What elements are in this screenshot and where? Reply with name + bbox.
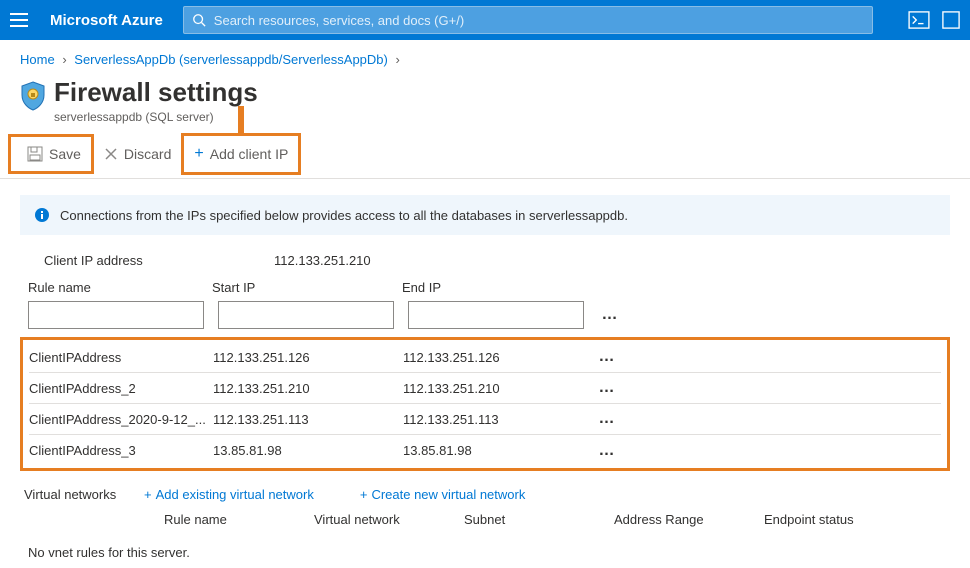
page-header: Firewall settings serverlessappdb (SQL s… [0,73,970,130]
cell-start-ip: 13.85.81.98 [213,443,403,458]
create-new-vnet-label: Create new virtual network [371,487,525,502]
table-row: ClientIPAddress_2112.133.251.210112.133.… [29,373,941,404]
client-ip-value: 112.133.251.210 [274,253,371,268]
vcol-range: Address Range [614,512,764,527]
cell-rule-name: ClientIPAddress [29,350,213,365]
vnet-columns: Rule name Virtual network Subnet Address… [0,506,970,531]
end-ip-input[interactable] [408,301,584,329]
discard-button[interactable]: Discard [94,140,181,168]
add-existing-vnet-link[interactable]: + Add existing virtual network [144,487,314,502]
start-ip-input[interactable] [218,301,394,329]
info-text: Connections from the IPs specified below… [60,208,628,223]
page-subtitle: serverlessappdb (SQL server) [54,110,258,124]
plus-icon: + [194,145,203,163]
cell-start-ip: 112.133.251.113 [213,412,403,427]
vcol-network: Virtual network [314,512,464,527]
discard-label: Discard [124,146,171,162]
client-ip-label: Client IP address [44,253,274,268]
info-bar: Connections from the IPs specified below… [20,195,950,235]
cell-start-ip: 112.133.251.126 [213,350,403,365]
add-client-ip-button[interactable]: + Add client IP [184,139,298,169]
table-row: ClientIPAddress112.133.251.126112.133.25… [29,342,941,373]
brand-label: Microsoft Azure [50,12,163,29]
chevron-right-icon: › [62,52,66,67]
plus-icon: + [360,487,368,502]
breadcrumb: Home › ServerlessAppDb (serverlessappdb/… [0,40,970,73]
add-existing-vnet-label: Add existing virtual network [156,487,314,502]
vcol-name: Rule name [164,512,314,527]
save-label: Save [49,146,81,162]
breadcrumb-item[interactable]: ServerlessAppDb (serverlessappdb/Serverl… [74,52,388,67]
client-ip-row: Client IP address 112.133.251.210 [0,247,970,280]
shield-icon [20,77,46,114]
row-actions-menu[interactable]: … [593,442,621,460]
close-icon [104,147,118,161]
vnet-header: Virtual networks + Add existing virtual n… [0,477,970,506]
page-title: Firewall settings [54,77,258,108]
cell-end-ip: 112.133.251.210 [403,381,593,396]
top-bar: Microsoft Azure [0,0,970,40]
highlight-connector [238,106,244,136]
table-row: ClientIPAddress_2020-9-12_...112.133.251… [29,404,941,435]
col-end-ip: End IP [402,280,592,295]
menu-icon[interactable] [10,8,34,32]
row-actions-menu[interactable]: … [593,410,621,428]
plus-icon: + [144,487,152,502]
vcol-subnet: Subnet [464,512,614,527]
row-actions-menu[interactable]: … [593,379,621,397]
highlight-add: + Add client IP [181,133,301,175]
row-actions-menu[interactable]: … [593,348,621,366]
search-box[interactable] [183,6,873,34]
cell-rule-name: ClientIPAddress_2 [29,381,213,396]
save-button[interactable]: Save [17,140,91,168]
cell-rule-name: ClientIPAddress_2020-9-12_... [29,412,213,427]
add-client-ip-label: Add client IP [210,146,289,162]
col-start-ip: Start IP [212,280,402,295]
cell-end-ip: 112.133.251.126 [403,350,593,365]
cell-end-ip: 112.133.251.113 [403,412,593,427]
vnet-title: Virtual networks [24,487,144,502]
cell-start-ip: 112.133.251.210 [213,381,403,396]
vcol-status: Endpoint status [764,512,914,527]
top-icons [908,11,960,29]
rules-table: ClientIPAddress112.133.251.126112.133.25… [20,337,950,471]
create-new-vnet-link[interactable]: +Create new virtual network [360,487,526,502]
cell-rule-name: ClientIPAddress_3 [29,443,213,458]
row-actions-menu[interactable]: … [598,306,622,324]
info-icon [34,207,50,223]
cloud-shell-icon[interactable] [908,11,930,29]
toolbar: Save Discard + Add client IP [0,130,970,179]
col-rule-name: Rule name [28,280,212,295]
save-icon [27,146,43,162]
highlight-save: Save [8,134,94,174]
search-input[interactable] [214,13,864,28]
rules-input-row: … [0,301,970,335]
rule-name-input[interactable] [28,301,204,329]
table-row: ClientIPAddress_313.85.81.9813.85.81.98… [29,435,941,466]
rules-header: Rule name Start IP End IP [0,280,970,301]
filter-icon[interactable] [942,11,960,29]
cell-end-ip: 13.85.81.98 [403,443,593,458]
vnet-empty: No vnet rules for this server. [0,531,970,560]
breadcrumb-home[interactable]: Home [20,52,55,67]
search-icon [192,13,206,27]
chevron-right-icon: › [396,52,400,67]
